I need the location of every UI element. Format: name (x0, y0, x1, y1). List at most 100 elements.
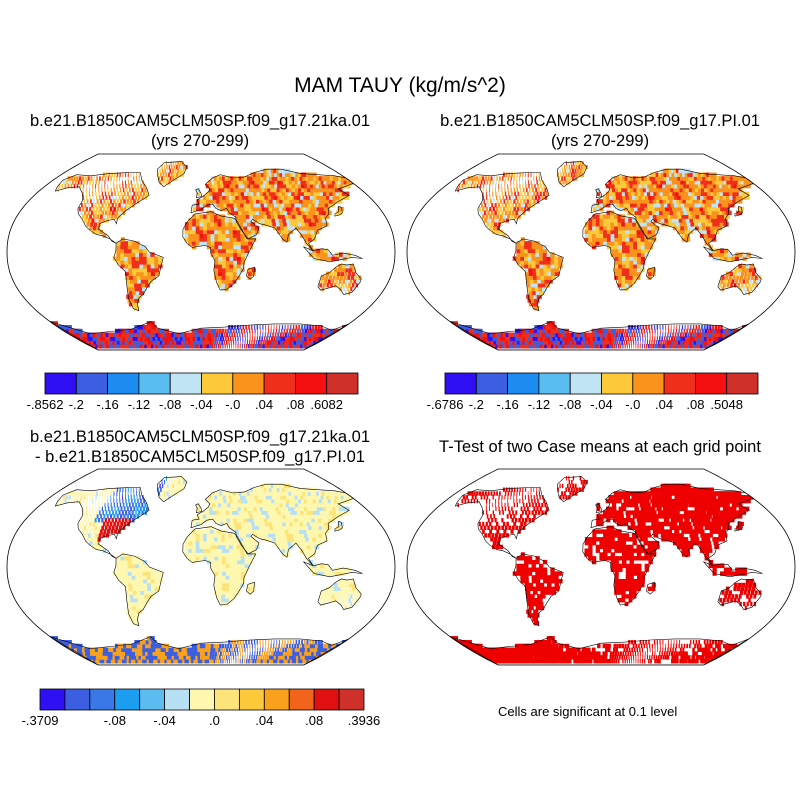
grid-cell (684, 203, 690, 208)
grid-cell (624, 328, 627, 334)
grid-cell (628, 191, 633, 196)
grid-cell (647, 229, 653, 235)
grid-cell (281, 237, 287, 242)
grid-cell (275, 206, 281, 212)
grid-cell (89, 225, 93, 231)
grid-cell (303, 218, 310, 223)
grid-cell (487, 176, 490, 181)
grid-cell (116, 571, 121, 576)
grid-cell (229, 643, 232, 649)
grid-cell (188, 225, 193, 231)
grid-cell (573, 164, 576, 170)
grid-cell (504, 187, 506, 193)
grid-cell (564, 168, 566, 174)
grid-cell (661, 206, 667, 212)
grid-cell (527, 260, 533, 265)
grid-cell (236, 229, 241, 235)
grid-cell (525, 176, 526, 181)
grid-cell (118, 195, 121, 200)
grid-cell (246, 537, 252, 542)
grid-cell (496, 206, 499, 212)
grid-cell (317, 325, 320, 330)
grid-cell (539, 252, 544, 257)
grid-cell (199, 336, 203, 341)
grid-cell (667, 214, 673, 219)
grid-cell (668, 206, 674, 212)
grid-cell (230, 206, 236, 212)
grid-cell (251, 655, 253, 660)
grid-cell (603, 214, 608, 219)
panel1-title: b.e21.B1850CAM5CLM50SP.f09_g17.21ka.01 (29, 112, 371, 130)
grid-cell (536, 172, 537, 177)
grid-cell (621, 225, 626, 231)
grid-cell (217, 218, 222, 223)
grid-cell (691, 203, 697, 208)
grid-cell (210, 537, 215, 542)
grid-cell (516, 183, 518, 189)
grid-cell (104, 203, 107, 208)
grid-cell (146, 636, 152, 641)
grid-cell (254, 344, 257, 349)
grid-cell (654, 332, 656, 337)
grid-cell (575, 164, 578, 170)
grid-cell (654, 344, 657, 349)
grid-cell (614, 271, 619, 276)
grid-cell (618, 260, 623, 265)
grid-cell (254, 540, 260, 546)
grid-cell (565, 336, 570, 341)
grid-cell (574, 340, 579, 345)
grid-cell (605, 183, 610, 189)
grid-cell (716, 206, 723, 212)
grid-cell (657, 180, 663, 185)
grid-cell (128, 195, 131, 200)
grid-cell (269, 199, 275, 204)
grid-cell (180, 336, 185, 341)
grid-cell (342, 579, 346, 584)
grid-cell (610, 252, 616, 257)
grid-cell (114, 529, 118, 534)
grid-cell (617, 336, 620, 341)
grid-cell (117, 191, 120, 196)
grid-cell (267, 518, 273, 523)
grid-cell (304, 328, 308, 334)
grid-cell (315, 525, 321, 530)
grid-cell (510, 176, 512, 181)
grid-cell (217, 214, 222, 219)
grid-cell (299, 544, 305, 550)
grid-cell (116, 563, 121, 569)
grid-cell (577, 161, 579, 166)
grid-cell (522, 187, 525, 193)
grid-cell (311, 525, 318, 530)
grid-cell (177, 161, 179, 166)
grid-cell (233, 260, 238, 265)
grid-cell (596, 187, 601, 193)
grid-cell (733, 283, 737, 288)
grid-cell (665, 199, 672, 204)
grid-cell (275, 651, 278, 656)
grid-cell (357, 279, 360, 284)
grid-cell (172, 651, 177, 656)
grid-cell (305, 199, 312, 204)
grid-cell (629, 199, 634, 204)
grid-cell (242, 325, 245, 330)
grid-cell (297, 191, 304, 196)
grid-cell (131, 183, 133, 189)
grid-cell (110, 529, 114, 534)
grid-cell (195, 222, 200, 227)
grid-cell (617, 283, 622, 288)
grid-cell (260, 203, 266, 208)
grid-cell (647, 183, 653, 189)
grid-cell (474, 180, 477, 185)
grid-cell (707, 233, 713, 238)
grid-cell (647, 233, 653, 238)
grid-cell (561, 164, 563, 170)
grid-cell (655, 187, 661, 193)
grid-cell (98, 533, 102, 538)
grid-cell (240, 643, 243, 649)
grid-cell (628, 279, 633, 284)
grid-cell (171, 332, 176, 337)
grid-cell (229, 571, 234, 576)
coastline-madagascar (246, 266, 255, 280)
grid-cell (299, 332, 303, 337)
grid-cell (228, 191, 233, 196)
